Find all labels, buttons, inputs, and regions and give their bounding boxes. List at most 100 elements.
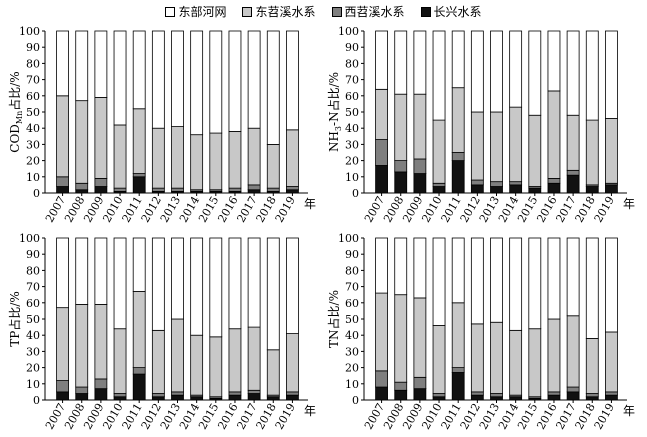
bar-segment: [228, 131, 242, 189]
bar-segment: [547, 391, 561, 396]
bar-segment: [228, 187, 242, 192]
legend: 东部河网 东苕溪水系 西苕溪水系 长兴水系: [0, 3, 647, 20]
bar-segment: [566, 174, 580, 194]
bar-segment: [75, 393, 89, 401]
bar-segment: [209, 237, 223, 338]
chart-panel-2: 0102030405060708090100NH3-N占比/%200720082…: [326, 25, 635, 225]
bar-segment: [228, 237, 242, 330]
bar-segment: [56, 176, 69, 187]
bar-segment: [209, 132, 223, 191]
x-tick-label: 2019: [273, 194, 298, 225]
bar-segment: [171, 237, 184, 320]
bar-segment: [451, 152, 465, 161]
bar-segment: [94, 304, 108, 380]
y-tick-label: 70: [345, 74, 359, 87]
bar-segment: [605, 118, 618, 184]
bar-segment: [209, 30, 223, 134]
bar-segment: [566, 391, 580, 401]
bar-segment: [266, 396, 280, 401]
bar-segment: [151, 187, 165, 192]
bar-segment: [432, 186, 446, 194]
bar-segment: [394, 237, 408, 296]
y-tick-label: 70: [26, 281, 40, 294]
y-tick-label: 10: [26, 171, 40, 184]
bar-segment: [547, 178, 561, 184]
bar-segment: [75, 182, 89, 191]
y-tick-label: 80: [26, 57, 40, 70]
y-tick-label: 90: [345, 41, 359, 54]
bar-segment: [432, 325, 446, 394]
y-tick-label: 60: [345, 297, 359, 310]
bar-segment: [75, 237, 89, 305]
y-tick-label: 90: [26, 41, 40, 54]
bar-segment: [413, 297, 427, 378]
bar-segment: [470, 323, 484, 393]
y-tick-label: 10: [345, 378, 359, 391]
bar-segment: [490, 186, 503, 194]
bar-segment: [132, 108, 146, 174]
y-tick-label: 40: [26, 329, 40, 342]
bar-segment: [509, 329, 523, 396]
legend-label-changxing: 长兴水系: [433, 5, 482, 19]
bar-segment: [432, 237, 446, 326]
bar-segment: [113, 30, 127, 126]
bar-segment: [266, 237, 280, 351]
bar-segment: [432, 393, 446, 398]
bar-segment: [286, 189, 299, 194]
bar-segment: [605, 391, 618, 396]
bar-segment: [585, 338, 599, 394]
y-tick-label: 100: [19, 25, 40, 38]
bar-segment: [113, 393, 127, 398]
bar-segment: [94, 237, 108, 305]
bar-segment: [171, 318, 184, 393]
bar-segment: [470, 394, 484, 401]
bar-segment: [75, 304, 89, 388]
bar-segment: [375, 237, 388, 294]
y-tick-label: 100: [338, 232, 359, 245]
bar-segment: [247, 189, 261, 194]
bar-segment: [247, 326, 261, 391]
bar-segment: [75, 100, 89, 184]
y-tick-label: 60: [26, 90, 40, 103]
bar-segment: [75, 30, 89, 102]
bar-segment: [413, 388, 427, 401]
bar-segment: [228, 391, 242, 396]
legend-item-xitiaoxi: 西苕溪水系: [331, 3, 405, 20]
legend-item-dongtiaoxi: 东苕溪水系: [242, 3, 316, 20]
bar-segment: [605, 30, 618, 119]
y-tick-label: 50: [26, 313, 40, 326]
bar-segment: [413, 237, 427, 299]
bar-segment: [266, 187, 280, 192]
bar-segment: [247, 237, 261, 328]
bar-segment: [171, 187, 184, 192]
bar-segment: [585, 186, 599, 194]
bar-segment: [490, 321, 503, 394]
y-tick-label: 10: [345, 171, 359, 184]
bar-segment: [490, 111, 503, 183]
bar-segment: [566, 30, 580, 116]
bar-segment: [585, 393, 599, 398]
bar-segment: [547, 90, 561, 179]
bar-segment: [209, 336, 223, 398]
bar-segment: [509, 181, 523, 186]
bar-segment: [394, 294, 408, 383]
bar-segment: [547, 182, 561, 194]
bar-segment: [132, 367, 146, 375]
bar-segment: [286, 333, 299, 393]
bar-segment: [490, 181, 503, 187]
bar-segment: [547, 30, 561, 92]
bar-segment: [151, 30, 165, 129]
bar-segment: [528, 237, 542, 330]
y-tick-label: 60: [26, 297, 40, 310]
bar-segment: [286, 391, 299, 396]
bar-segment: [266, 349, 280, 396]
bar-segment: [566, 169, 580, 176]
bar-segment: [451, 30, 465, 89]
y-tick-label: 0: [352, 394, 359, 407]
bar-segment: [413, 173, 427, 194]
bar-segment: [451, 302, 465, 368]
bar-segment: [247, 30, 261, 129]
bar-segment: [286, 129, 299, 187]
bar-segment: [132, 173, 146, 178]
x-axis-unit: 年: [623, 197, 635, 211]
